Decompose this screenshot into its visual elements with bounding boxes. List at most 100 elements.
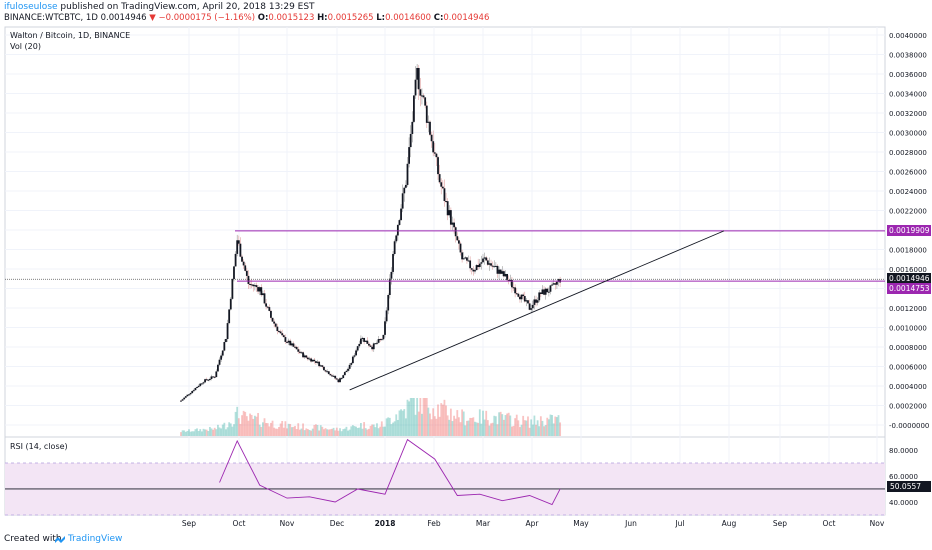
volume-bar [284, 421, 287, 436]
volume-bar [321, 426, 324, 436]
candle-body [332, 375, 335, 377]
candle-body [247, 275, 250, 284]
price-tick-label: -0.0000000 [889, 422, 929, 430]
candle-body [368, 343, 370, 346]
candle-body [339, 378, 341, 383]
candle-body [311, 359, 314, 362]
volume-bar [244, 411, 247, 436]
candle-body [263, 293, 266, 304]
volume-bar [483, 419, 486, 436]
price-tick-label: 0.0032000 [889, 110, 927, 118]
volume-bar [217, 424, 219, 436]
candle-body [273, 321, 276, 324]
volume-bar [298, 429, 301, 436]
candle-body [319, 365, 322, 367]
volume-bar [368, 428, 370, 436]
volume-bar [295, 429, 298, 436]
time-tick-label: Jul [674, 519, 684, 528]
candle-body [358, 343, 361, 347]
volume-bar [353, 426, 356, 436]
volume-bar [557, 415, 560, 436]
volume-bar [241, 415, 243, 436]
volume-bar [403, 409, 406, 436]
candle-body [449, 210, 452, 225]
volume-bar [385, 418, 388, 436]
volume-bar [519, 427, 521, 436]
candle-body [192, 390, 195, 392]
volume-bar [448, 419, 451, 436]
volume-bar [502, 419, 505, 436]
candle-body [522, 294, 525, 297]
candle-body [207, 379, 210, 381]
candle-body [467, 260, 470, 262]
volume-bar [191, 431, 194, 436]
candle-body [279, 331, 282, 334]
candle-body [435, 153, 438, 158]
change-value: −0.0000175 (−1.16%) [158, 13, 256, 23]
vol-label: Vol (20) [10, 42, 41, 51]
candle-body [183, 397, 186, 400]
candle-body [250, 284, 253, 286]
candle-body [393, 241, 396, 254]
candle-body [215, 371, 218, 378]
volume-bar [504, 415, 507, 436]
resistance-price-label: 0.0019909 [887, 225, 931, 236]
rsi-label-bg [887, 481, 931, 492]
candle-body [485, 257, 488, 261]
volume-bar [440, 403, 443, 436]
candle-body [282, 335, 285, 338]
candle-body [329, 374, 332, 376]
rsi-layer [5, 438, 885, 516]
candle-body [351, 356, 354, 364]
candle-body [443, 188, 446, 202]
volume-bar [242, 410, 245, 436]
candle-body [491, 265, 494, 267]
volume-bar [313, 424, 316, 436]
candle-body [511, 279, 513, 288]
open-value: 0.0015123 [268, 13, 315, 23]
chart-header: ifuloseulose published on TradingView.co… [0, 0, 932, 23]
author-link[interactable]: ifuloseulose [4, 2, 58, 12]
volume-bar [523, 420, 526, 436]
candle-body [482, 258, 484, 263]
price-tick-label: 0.0038000 [889, 52, 927, 60]
candle-body [541, 289, 544, 295]
candle-body [199, 383, 202, 386]
volume-bar [361, 428, 364, 436]
candle-body [287, 340, 290, 343]
volume-bar [258, 424, 261, 436]
candle-body [531, 304, 534, 309]
candle-body [231, 279, 234, 299]
resistance-label-bg [887, 225, 931, 236]
candle-body [371, 346, 374, 350]
candle-body [543, 289, 545, 295]
candle-body [416, 67, 419, 80]
price-tick-label: 0.0022000 [889, 208, 927, 216]
price-tick-label: 0.0024000 [889, 188, 927, 196]
candle-body [499, 269, 502, 274]
volume-bar [289, 423, 292, 436]
main-pane[interactable] [4, 26, 886, 438]
volume-bar [245, 416, 248, 436]
volume-bar [421, 413, 423, 436]
candle-body [260, 287, 263, 296]
volume-bar [445, 405, 447, 436]
tradingview-brand-link[interactable]: TradingView [68, 534, 123, 544]
volume-bar [268, 426, 271, 436]
candle-body [472, 269, 475, 272]
volume-bar [303, 430, 306, 436]
rsi-line [219, 438, 561, 506]
volume-bar [348, 429, 351, 436]
chart-canvas[interactable]: 0.0040000 0.0038000 0.0036000 0.0034000 0.00… [0, 22, 932, 532]
volume-bar [194, 429, 197, 436]
rsi-tick-label: 40.0000 [889, 499, 918, 507]
candle-body [340, 378, 343, 380]
time-tick-label: Sep [773, 519, 787, 528]
candle-body [303, 355, 306, 358]
time-tick-label: Jun [624, 519, 637, 528]
volume-bar [392, 422, 394, 436]
volume-bar [380, 421, 383, 436]
candle-body [337, 379, 340, 383]
candle-body [517, 293, 520, 297]
volume-bar [379, 426, 382, 436]
